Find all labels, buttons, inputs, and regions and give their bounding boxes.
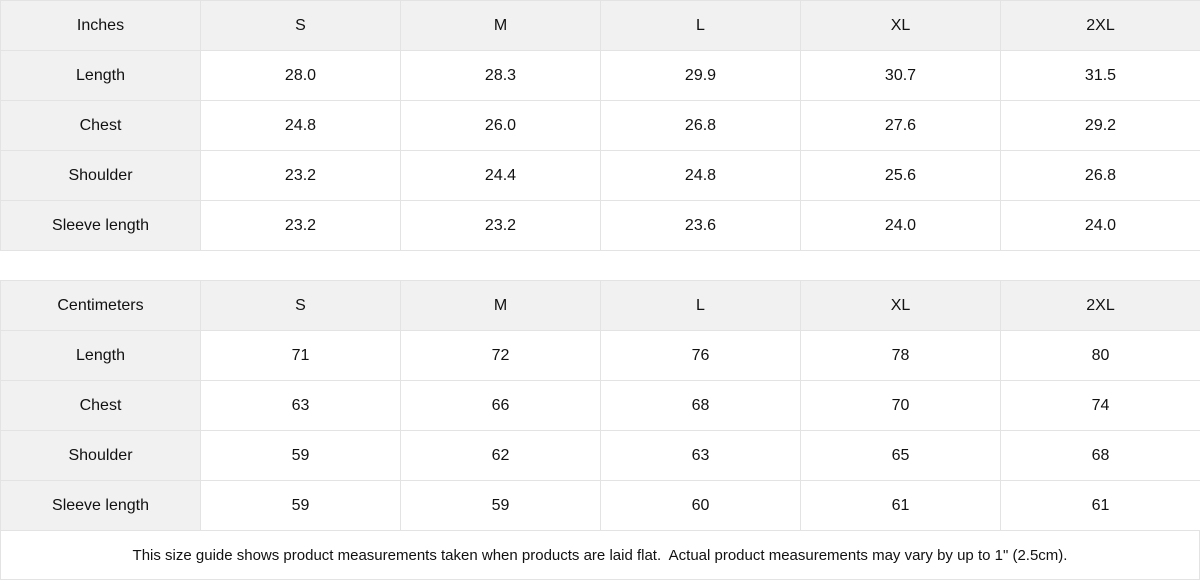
size-table-centimeters-body: Length 71 72 76 78 80 Chest 63 66 68 70 … [0,330,1200,532]
cell-shoulder-s: 23.2 [200,150,401,201]
cell-sleeve-length-2xl: 24.0 [1000,200,1200,251]
column-header-size-2xl: 2XL [1000,0,1200,51]
column-header-size-xl: XL [800,0,1001,51]
cell-length-l: 29.9 [600,50,801,101]
table-row: Sleeve length 23.2 23.2 23.6 24.0 24.0 [0,200,1200,251]
size-table-inches: Inches S M L XL 2XL Length 28.0 28.3 29.… [0,0,1200,251]
cell-chest-m: 26.0 [400,100,601,151]
cell-length-l: 76 [600,330,801,382]
row-label-length: Length [0,50,201,101]
table-row: Chest 24.8 26.0 26.8 27.6 29.2 [0,100,1200,151]
cell-shoulder-l: 24.8 [600,150,801,201]
row-label-sleeve-length: Sleeve length [0,480,201,532]
column-header-size-l: L [600,280,801,332]
column-header-size-m: M [400,0,601,51]
row-label-shoulder: Shoulder [0,150,201,201]
cell-sleeve-length-m: 23.2 [400,200,601,251]
table-row: Length 28.0 28.3 29.9 30.7 31.5 [0,50,1200,101]
cell-length-xl: 30.7 [800,50,1001,101]
column-header-size-xl: XL [800,280,1001,332]
cell-sleeve-length-s: 59 [200,480,401,532]
unit-label-inches: Inches [0,0,201,51]
cell-length-m: 72 [400,330,601,382]
size-table-centimeters-head: Centimeters S M L XL 2XL [0,280,1200,332]
cell-shoulder-m: 24.4 [400,150,601,201]
row-label-chest: Chest [0,380,201,432]
table-header-row: Inches S M L XL 2XL [0,0,1200,51]
cell-chest-l: 26.8 [600,100,801,151]
column-header-size-s: S [200,0,401,51]
cell-shoulder-m: 62 [400,430,601,482]
cell-chest-xl: 27.6 [800,100,1001,151]
cell-chest-s: 63 [200,380,401,432]
cell-chest-2xl: 74 [1000,380,1200,432]
cell-sleeve-length-m: 59 [400,480,601,532]
row-label-chest: Chest [0,100,201,151]
cell-shoulder-xl: 65 [800,430,1001,482]
cell-length-m: 28.3 [400,50,601,101]
cell-chest-s: 24.8 [200,100,401,151]
cell-sleeve-length-2xl: 61 [1000,480,1200,532]
cell-sleeve-length-s: 23.2 [200,200,401,251]
table-row: Chest 63 66 68 70 74 [0,380,1200,432]
cell-length-2xl: 80 [1000,330,1200,382]
cell-shoulder-xl: 25.6 [800,150,1001,201]
size-table-inches-head: Inches S M L XL 2XL [0,0,1200,51]
cell-chest-m: 66 [400,380,601,432]
cell-sleeve-length-l: 23.6 [600,200,801,251]
cell-chest-xl: 70 [800,380,1001,432]
cell-chest-2xl: 29.2 [1000,100,1200,151]
column-header-size-s: S [200,280,401,332]
row-label-sleeve-length: Sleeve length [0,200,201,251]
column-header-size-l: L [600,0,801,51]
cell-chest-l: 68 [600,380,801,432]
table-row: Sleeve length 59 59 60 61 61 [0,480,1200,532]
cell-shoulder-s: 59 [200,430,401,482]
column-header-size-2xl: 2XL [1000,280,1200,332]
cell-sleeve-length-xl: 61 [800,480,1001,532]
table-row: Shoulder 23.2 24.4 24.8 25.6 26.8 [0,150,1200,201]
table-spacer [0,251,1200,281]
cell-length-s: 71 [200,330,401,382]
cell-shoulder-l: 63 [600,430,801,482]
row-label-length: Length [0,330,201,382]
table-row: Length 71 72 76 78 80 [0,330,1200,382]
cell-sleeve-length-l: 60 [600,480,801,532]
unit-label-centimeters: Centimeters [0,280,201,332]
size-table-inches-body: Length 28.0 28.3 29.9 30.7 31.5 Chest 24… [0,50,1200,251]
cell-length-2xl: 31.5 [1000,50,1200,101]
row-label-shoulder: Shoulder [0,430,201,482]
size-table-centimeters: Centimeters S M L XL 2XL Length 71 72 76… [0,280,1200,532]
table-header-row: Centimeters S M L XL 2XL [0,280,1200,332]
cell-length-xl: 78 [800,330,1001,382]
table-row: Shoulder 59 62 63 65 68 [0,430,1200,482]
cell-length-s: 28.0 [200,50,401,101]
column-header-size-m: M [400,280,601,332]
cell-sleeve-length-xl: 24.0 [800,200,1001,251]
cell-shoulder-2xl: 26.8 [1000,150,1200,201]
cell-shoulder-2xl: 68 [1000,430,1200,482]
size-guide-footer-note: This size guide shows product measuremen… [0,531,1200,580]
